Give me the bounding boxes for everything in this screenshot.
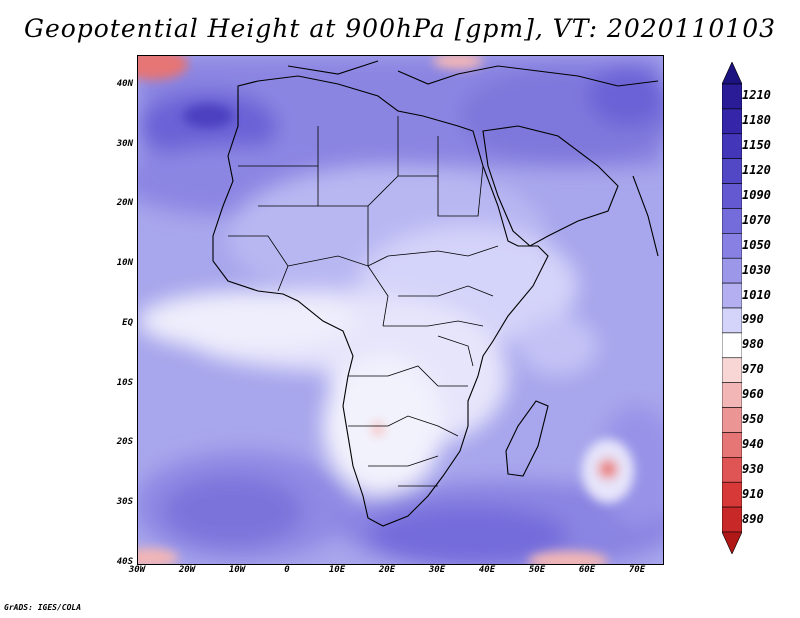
colorbar-label: 1050 (742, 237, 771, 252)
colorbar-swatch (722, 307, 742, 334)
colorbar-label: 1180 (742, 113, 771, 128)
lat-label: EQ (122, 317, 133, 328)
colorbar-scale (722, 62, 742, 554)
colorbar-label: 940 (742, 436, 764, 451)
lon-label: 30E (428, 565, 446, 575)
colorbar-swatch (722, 407, 742, 433)
colorbar-swatch (722, 506, 742, 533)
colorbar-label: 1070 (742, 212, 771, 227)
lat-label: 10S (116, 377, 133, 388)
lon-label: 30W (128, 565, 146, 575)
lon-label: 10W (228, 565, 246, 575)
colorbar-swatch (722, 133, 742, 159)
lat-label: 30S (116, 497, 133, 508)
colorbar-swatch (722, 83, 742, 110)
colorbar-swatch (722, 382, 742, 408)
lat-label: 10N (116, 258, 133, 269)
lon-label: 20W (178, 565, 196, 575)
lat-label: 40S (116, 557, 133, 567)
lon-label: 50E (528, 565, 546, 575)
colorbar-label: 980 (742, 337, 764, 352)
lat-label: 20N (116, 198, 133, 209)
colorbar-label: 910 (742, 486, 764, 501)
colorbar-label: 1210 (742, 88, 771, 103)
colorbar-label: 930 (742, 461, 764, 476)
colorbar-label: 890 (742, 511, 764, 526)
colorbar-label: 990 (742, 312, 764, 327)
lon-label: 0 (284, 565, 290, 575)
colorbar-label: 1120 (742, 163, 771, 178)
colorbar-top-arrow (722, 62, 742, 85)
colorbar-swatch (722, 233, 742, 259)
lon-label: 20E (378, 565, 396, 575)
colorbar-label: 1150 (742, 138, 771, 153)
lat-label: 20S (116, 437, 133, 448)
colorbar-swatch (722, 481, 742, 508)
colorbar (722, 62, 742, 554)
lon-label: 40E (478, 565, 496, 575)
lon-label: 70E (628, 565, 646, 575)
lat-label: 30N (116, 138, 133, 149)
colorbar-swatch (722, 457, 742, 483)
colorbar-label: 1030 (742, 262, 771, 277)
colorbar-swatch (722, 183, 742, 209)
colorbar-label: 950 (742, 412, 764, 426)
colorbar-label: 970 (742, 362, 764, 377)
lon-label: 60E (578, 565, 596, 575)
lat-label: 40N (116, 78, 133, 89)
lon-label: 10E (328, 565, 346, 575)
colorbar-swatch (722, 332, 742, 359)
map-panel (137, 55, 664, 565)
country-borders (228, 116, 499, 487)
colorbar-swatch (722, 357, 742, 383)
colorbar-swatch (722, 432, 742, 458)
map-title: Geopotential Height at 900hPa [gpm], VT:… (23, 14, 777, 43)
credit-label: GrADS: IGES/COLA (4, 603, 82, 612)
colorbar-swatch (722, 208, 742, 234)
colorbar-label: 1010 (742, 287, 771, 302)
colorbar-swatch (722, 158, 742, 184)
colorbar-bottom-arrow (722, 531, 742, 554)
geopotential-field (138, 56, 663, 564)
colorbar-swatch (722, 282, 742, 309)
colorbar-label: 960 (742, 387, 764, 402)
colorbar-swatch (722, 108, 742, 135)
colorbar-label: 1090 (742, 188, 771, 202)
colorbar-swatch (722, 257, 742, 284)
